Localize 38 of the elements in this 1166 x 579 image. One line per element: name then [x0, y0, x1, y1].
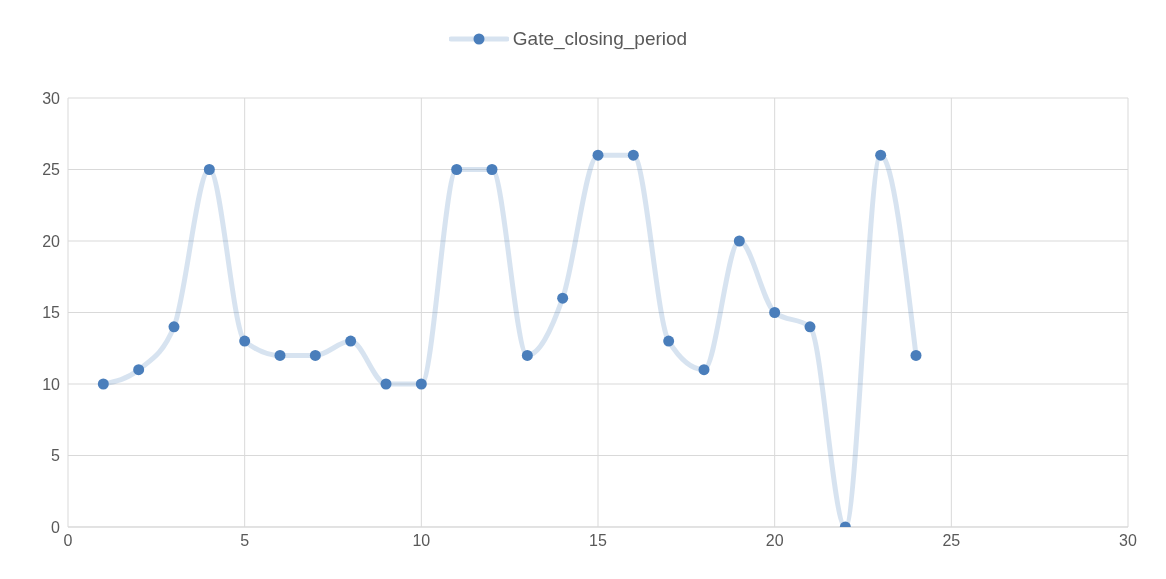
- point: [875, 149, 887, 161]
- point: [733, 235, 745, 247]
- point: [627, 149, 639, 161]
- point: [309, 349, 321, 361]
- y-tick-label: 5: [51, 447, 61, 465]
- point: [769, 307, 781, 318]
- y-tick-label: 30: [42, 89, 61, 107]
- point: [557, 292, 569, 304]
- point: [592, 149, 604, 161]
- point: [910, 349, 922, 361]
- point: [380, 378, 392, 390]
- y-tick-label: 15: [42, 304, 61, 322]
- y-tick-label: 0: [51, 518, 61, 536]
- y-tick-label: 20: [42, 232, 61, 250]
- point: [274, 349, 286, 361]
- point: [521, 349, 533, 361]
- y-tick-label: 10: [42, 375, 61, 393]
- legend-label: Gate_closing_period: [511, 28, 688, 50]
- point: [239, 335, 251, 347]
- x-tick-label: 15: [589, 532, 607, 550]
- point: [451, 164, 463, 175]
- x-tick-label: 10: [412, 532, 431, 550]
- point: [97, 378, 109, 390]
- point: [415, 378, 427, 390]
- point: [203, 164, 215, 175]
- x-tick-label: 25: [942, 532, 961, 550]
- x-tick-label: 5: [240, 532, 250, 550]
- point: [698, 364, 710, 376]
- point: [133, 364, 145, 376]
- y-tick-label: 25: [42, 161, 61, 179]
- x-tick-label: 30: [1119, 532, 1137, 550]
- x-tick-label: 20: [765, 532, 784, 550]
- point: [345, 335, 357, 347]
- point: [168, 321, 180, 333]
- point: [804, 321, 816, 333]
- point: [486, 164, 498, 175]
- x-tick-label: 0: [63, 532, 73, 550]
- point: [663, 335, 675, 347]
